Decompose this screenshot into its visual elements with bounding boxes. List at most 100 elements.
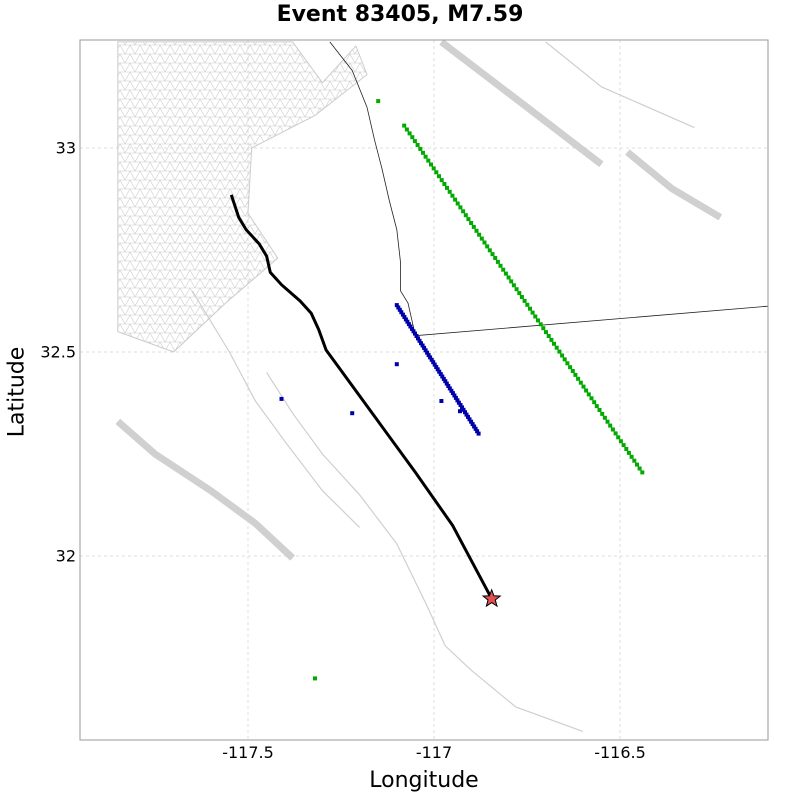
green-station-point	[418, 146, 423, 151]
green-station-point	[626, 450, 631, 455]
blue-station-point	[399, 310, 404, 315]
green-station-point	[608, 423, 613, 428]
green-station-point	[632, 458, 637, 463]
blue-station-point	[431, 360, 436, 365]
green-station-point	[554, 345, 559, 350]
green-station-point	[568, 365, 573, 370]
blue-station-point	[413, 331, 417, 336]
blue-station-point	[443, 379, 448, 384]
y-tick-label: 32	[55, 546, 76, 566]
blue-station-point	[417, 338, 422, 343]
green-station-point	[412, 139, 417, 144]
blue-station-point	[400, 312, 405, 317]
blue-station-point	[458, 403, 463, 407]
blue-stations	[279, 303, 481, 436]
green-station-point	[506, 275, 511, 280]
green-station-point	[538, 322, 543, 327]
green-station-point	[474, 228, 479, 233]
thin-fault-lines	[191, 41, 695, 732]
rupture-trace	[229, 194, 494, 600]
green-station-point	[426, 158, 431, 163]
green-station-point	[509, 279, 514, 284]
blue-station-point	[435, 367, 440, 372]
green-station-point	[581, 384, 586, 389]
y-tick-label: 32.5	[40, 342, 76, 362]
green-station-point	[376, 99, 381, 104]
blue-station-point	[405, 319, 410, 324]
blue-station-point	[461, 407, 466, 412]
blue-station-point	[408, 324, 413, 329]
blue-station-point	[411, 329, 416, 334]
green-station-point	[415, 143, 420, 147]
blue-station-point	[423, 348, 428, 353]
green-station-point	[471, 224, 476, 229]
green-station-point	[594, 404, 599, 409]
green-station-point	[597, 408, 602, 412]
green-station-point	[458, 205, 463, 210]
green-station-point	[477, 232, 482, 237]
green-station-point	[439, 178, 444, 183]
green-station-point	[447, 189, 452, 194]
blue-station-point	[403, 317, 408, 322]
green-station-point	[621, 443, 626, 448]
fault-line	[439, 40, 604, 168]
green-station-point	[437, 174, 441, 179]
blue-station-point	[396, 305, 401, 310]
blue-station-point	[460, 405, 464, 410]
blue-station-point	[432, 362, 437, 367]
green-station-point	[637, 466, 642, 471]
x-tick-label: -117.5	[222, 743, 274, 762]
green-station-point	[514, 287, 519, 292]
fault-mesh	[117, 41, 368, 353]
blue-station-point	[466, 414, 470, 419]
green-station-point	[431, 166, 436, 171]
green-station-point	[570, 369, 575, 373]
green-station-point	[605, 419, 610, 424]
green-station-point	[479, 236, 484, 241]
green-station-point	[573, 372, 578, 377]
green-station-point	[640, 470, 645, 475]
x-tick-label: -117	[415, 743, 453, 762]
blue-station-point	[475, 429, 480, 434]
blue-station-point	[467, 417, 472, 422]
blue-station-point	[416, 336, 420, 341]
green-station-point	[544, 330, 548, 335]
green-station-point	[453, 197, 458, 202]
blue-station-point	[441, 376, 446, 381]
green-station-point	[487, 248, 492, 253]
green-station-point	[616, 435, 621, 440]
thin-fault-line	[191, 290, 361, 528]
blue-station-point	[422, 345, 427, 350]
blue-station-point	[279, 396, 284, 401]
green-station-point	[592, 400, 597, 405]
blue-station-point	[456, 400, 461, 405]
blue-station-point	[439, 399, 444, 403]
green-station-point	[410, 135, 415, 140]
green-station-point	[549, 337, 554, 342]
blue-station-point	[425, 350, 430, 355]
blue-station-point	[444, 381, 449, 386]
map-content	[115, 40, 768, 732]
epicenter-star	[481, 588, 502, 608]
green-station-point	[404, 127, 409, 132]
blue-station-point	[438, 372, 443, 377]
green-station-point	[466, 217, 471, 222]
blue-station-point	[350, 411, 355, 416]
blue-station-point	[472, 424, 477, 429]
green-station-point	[495, 259, 500, 264]
green-station-point	[461, 209, 466, 214]
blue-station-point	[428, 355, 433, 360]
green-station-point	[423, 154, 428, 159]
green-station-point	[517, 291, 522, 296]
plot-frame	[79, 39, 769, 741]
blue-station-point	[447, 386, 452, 391]
green-station-point	[313, 676, 317, 681]
green-station-point	[469, 221, 474, 225]
blue-station-point	[406, 322, 411, 327]
green-station-point	[421, 150, 425, 155]
green-station-point	[498, 263, 503, 268]
green-station-point	[610, 427, 615, 432]
blue-station-point	[452, 393, 457, 398]
green-station-point	[589, 396, 594, 401]
